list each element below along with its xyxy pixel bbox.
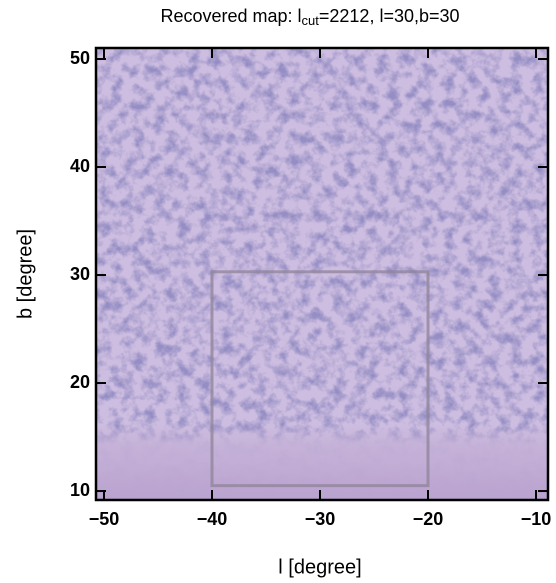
y-tick-label: 10	[70, 480, 90, 500]
x-tick-label: −40	[197, 509, 228, 529]
title-text: Recovered map: l	[160, 6, 301, 26]
x-tick-label: −10	[521, 509, 552, 529]
region-box	[210, 270, 430, 488]
plot-frame	[94, 46, 550, 502]
y-tick-label: 50	[70, 48, 90, 68]
x-tick-label: −50	[89, 509, 120, 529]
y-tick-label: 30	[70, 264, 90, 284]
y-axis-label: b [degree]	[14, 229, 36, 319]
x-tick-label: −30	[305, 509, 336, 529]
map-mask	[96, 425, 548, 500]
map-texture	[96, 48, 548, 500]
title-suffix: =2212, l=30,b=30	[319, 6, 460, 26]
y-tick-label: 40	[70, 156, 90, 176]
x-axis-label: l [degree]	[278, 556, 361, 578]
title-subscript: cut	[302, 13, 320, 28]
x-tick-label: −20	[413, 509, 444, 529]
chart-title: Recovered map: lcut=2212, l=30,b=30	[160, 6, 459, 29]
y-tick-label: 20	[70, 372, 90, 392]
map-image	[96, 48, 548, 500]
